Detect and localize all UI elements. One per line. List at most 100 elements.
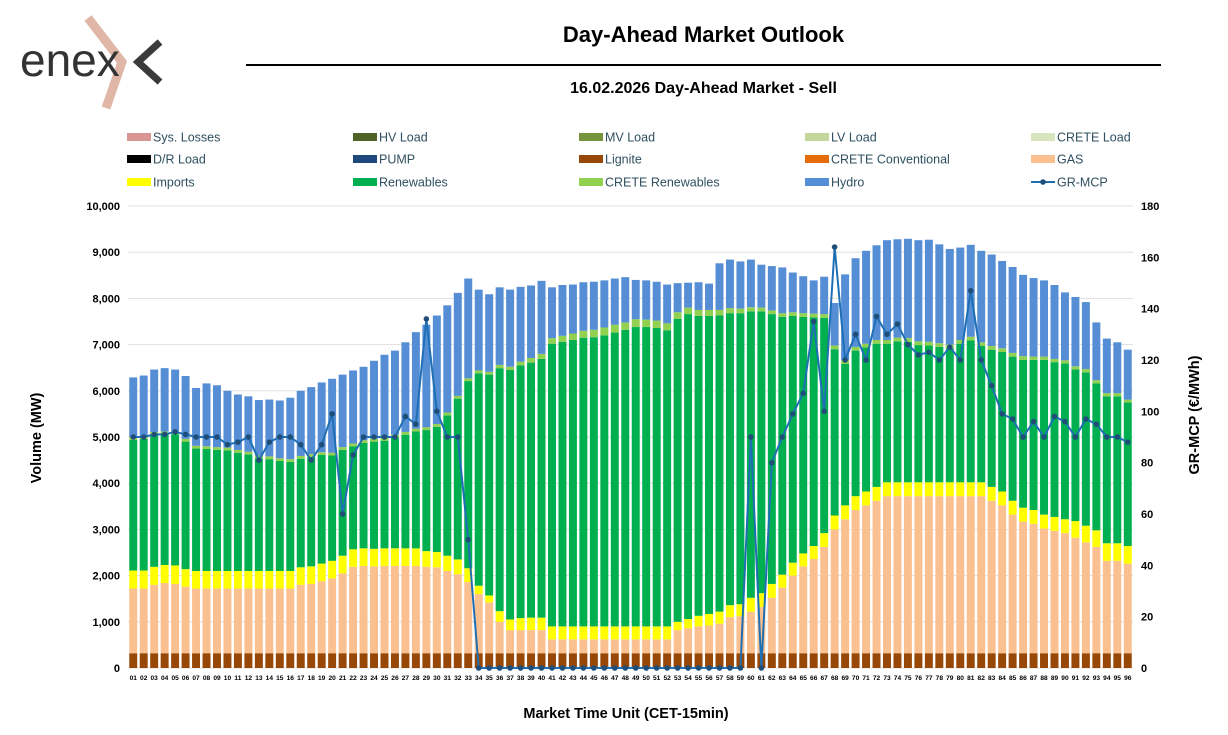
bar-hydro [903, 238, 912, 339]
bar-renewables [474, 373, 483, 586]
y-tick-label: 8,000 [92, 293, 120, 305]
bar-crete-renewables [705, 309, 713, 316]
bar-gas [244, 588, 253, 654]
bar-hydro [684, 282, 693, 308]
x-tick-label: 77 [925, 675, 933, 682]
bar-renewables [631, 327, 640, 627]
bar-renewables [862, 347, 871, 492]
bar-renewables [548, 343, 556, 627]
bar-renewables [966, 340, 975, 483]
mcp-point [894, 321, 901, 327]
x-tick-label: 59 [737, 675, 745, 682]
bar-lignite [328, 653, 337, 668]
bar-renewables [1029, 359, 1038, 510]
legend-lv-load-swatch [805, 133, 829, 141]
bar-hydro [516, 286, 525, 362]
bar-imports [192, 570, 201, 589]
bar-hydro [129, 377, 138, 437]
mcp-point [350, 452, 356, 458]
x-tick-label: 66 [810, 675, 818, 682]
bar-imports [966, 482, 975, 497]
mcp-point [716, 665, 723, 671]
bar-gas [903, 496, 912, 654]
bar-hydro [893, 239, 902, 338]
bar-imports [841, 505, 850, 520]
bar-crete-renewables [914, 341, 923, 346]
bar-gas [862, 505, 871, 654]
bar-lignite [1081, 653, 1090, 668]
bar-crete-renewables [401, 431, 410, 435]
bar-hydro [914, 240, 923, 342]
bar-gas [1029, 523, 1038, 654]
bar-renewables [1081, 372, 1090, 526]
bar-crete-renewables [286, 459, 295, 462]
bar-renewables [380, 440, 389, 549]
bar-hydro [579, 282, 588, 331]
bar-lignite [663, 653, 672, 668]
bar-crete-renewables [265, 456, 274, 460]
bar-imports [317, 563, 326, 582]
mcp-point [800, 390, 807, 397]
bar-gas [631, 639, 640, 654]
mcp-point [842, 357, 848, 363]
legend-crete-renewables-swatch [579, 178, 603, 186]
bar-crete-renewables [1029, 356, 1038, 360]
bar-lignite [286, 653, 295, 668]
bar-hydro [495, 287, 504, 365]
bar-lignite [1019, 653, 1028, 668]
bar-imports [736, 604, 745, 617]
bar-lignite [150, 653, 159, 668]
bar-renewables [694, 315, 703, 616]
x-tick-label: 68 [831, 675, 839, 682]
bar-crete-renewables [223, 447, 232, 451]
bar-renewables [349, 446, 358, 550]
bar-crete-renewables [558, 335, 567, 342]
bar-crete-renewables [757, 307, 766, 312]
bar-imports [359, 548, 368, 566]
bar-lignite [820, 653, 829, 668]
chart-title: 16.02.2026 Day-Ahead Market - Sell [570, 80, 837, 97]
x-tick-label: 22 [349, 675, 357, 682]
bar-lignite [893, 653, 902, 668]
legend-gas-label: GAS [1057, 153, 1083, 167]
bar-gas [966, 496, 975, 654]
legend-mv-load-swatch [579, 133, 603, 141]
mcp-point [434, 408, 440, 415]
x-tick-label: 52 [663, 675, 671, 682]
bar-hydro [171, 369, 180, 432]
bar-hydro [370, 360, 378, 439]
bar-crete-renewables [694, 309, 703, 316]
bar-crete-renewables [872, 339, 881, 344]
x-tick-label: 16 [287, 675, 295, 682]
bar-imports [286, 570, 295, 589]
bar-crete-renewables [370, 438, 378, 442]
x-tick-label: 11 [234, 675, 241, 682]
bar-crete-renewables [893, 337, 902, 342]
mcp-point [957, 357, 964, 363]
bar-gas [893, 496, 902, 654]
bar-gas [516, 630, 525, 654]
bar-hydro [150, 369, 159, 432]
bar-lignite [862, 653, 871, 668]
bar-hydro [244, 396, 253, 452]
bar-hydro [548, 287, 556, 339]
legend-hydro-label: Hydro [831, 176, 864, 190]
bar-lignite [537, 653, 546, 668]
bar-renewables [568, 339, 577, 627]
bar-lignite [600, 653, 609, 668]
bar-imports [820, 533, 829, 547]
bar-crete-renewables [495, 364, 504, 369]
bar-gas [600, 639, 609, 654]
bar-imports [631, 626, 640, 640]
bar-crete-renewables [317, 452, 326, 456]
bar-renewables [945, 348, 954, 483]
mcp-point [214, 434, 220, 440]
bar-hydro [443, 305, 452, 413]
mcp-point [528, 665, 534, 671]
y2-tick-label: 100 [1141, 406, 1159, 418]
bar-crete-renewables [788, 312, 797, 316]
bar-lignite [851, 653, 860, 668]
bar-imports [1113, 543, 1122, 561]
bar-lignite [432, 653, 441, 668]
mcp-point [1009, 416, 1016, 422]
